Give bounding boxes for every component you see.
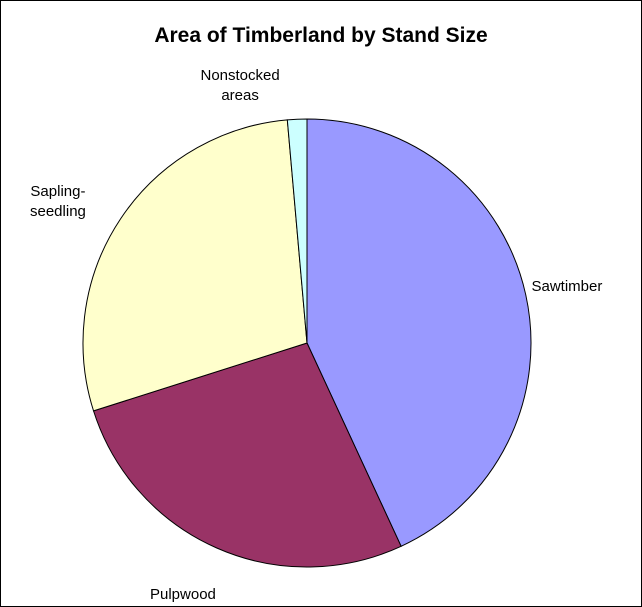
pie-slice xyxy=(92,342,402,568)
slice-label: Pulpwood xyxy=(150,586,216,603)
pie-slice xyxy=(82,119,308,412)
slice-label: Sapling- seedling xyxy=(30,183,86,220)
chart-title: Area of Timberland by Stand Size xyxy=(154,24,488,47)
pie-slice xyxy=(286,118,308,344)
pie-slice xyxy=(306,118,532,547)
slice-label: Sawtimber xyxy=(531,278,603,295)
slice-label: Nonstocked areas xyxy=(200,67,280,104)
